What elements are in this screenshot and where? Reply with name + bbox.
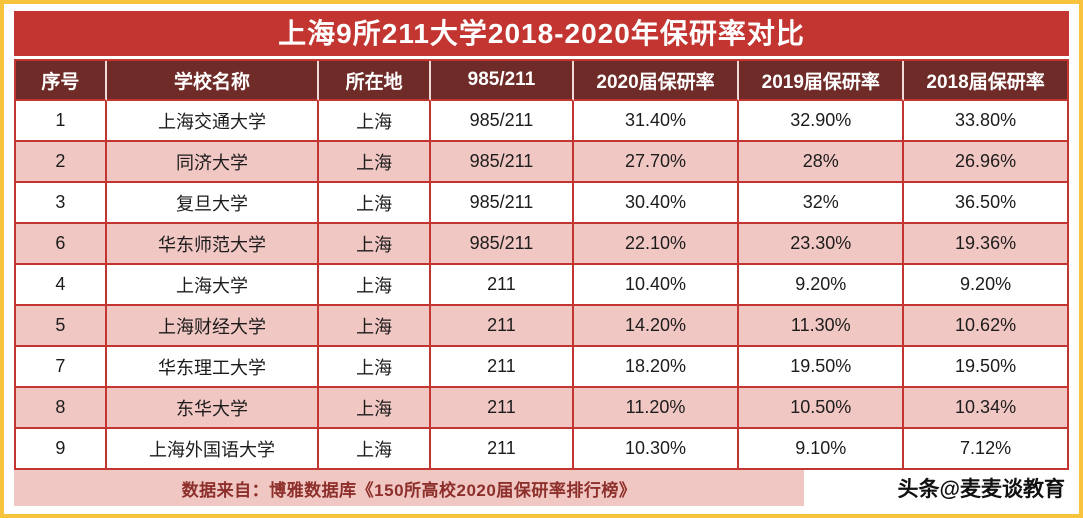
- table-cell: 3: [16, 183, 107, 224]
- page-title: 上海9所211大学2018-2020年保研率对比: [14, 11, 1069, 56]
- table-cell: 上海外国语大学: [106, 429, 320, 468]
- table-cell: 14.20%: [573, 306, 740, 347]
- footer-bar: 数据来自：博雅数据库《150所高校2020届保研率排行榜》 头条@麦麦谈教育: [14, 470, 1069, 506]
- table-cell: 4: [16, 265, 107, 306]
- table-cell: 5: [16, 306, 107, 347]
- table-cell: 36.50%: [904, 183, 1067, 224]
- table-cell: 7: [16, 347, 107, 388]
- table-cell: 10.30%: [573, 429, 740, 468]
- table-cell: 985/211: [431, 224, 574, 265]
- table-row: 8 东华大学 上海 211 11.20% 10.50% 10.34%: [16, 388, 1067, 429]
- table-cell: 30.40%: [573, 183, 740, 224]
- table-cell: 上海财经大学: [106, 306, 320, 347]
- table-cell: 9.10%: [739, 429, 905, 468]
- column-header: 学校名称: [106, 61, 320, 101]
- table-cell: 18.20%: [573, 347, 740, 388]
- table-row: 9 上海外国语大学 上海 211 10.30% 9.10% 7.12%: [16, 429, 1067, 468]
- table-cell: 东华大学: [106, 388, 320, 429]
- column-header: 985/211: [431, 61, 574, 101]
- table-cell: 211: [431, 429, 574, 468]
- table-cell: 32.90%: [739, 101, 905, 142]
- table-cell: 19.50%: [904, 347, 1067, 388]
- table-cell: 26.96%: [904, 142, 1067, 183]
- watermark-text: 头条@麦麦谈教育: [804, 470, 1069, 506]
- table-cell: 211: [431, 306, 574, 347]
- table-cell: 27.70%: [573, 142, 740, 183]
- table-cell: 19.50%: [739, 347, 905, 388]
- table-cell: 31.40%: [573, 101, 740, 142]
- table-cell: 上海: [319, 142, 432, 183]
- table-cell: 211: [431, 265, 574, 306]
- table-cell: 23.30%: [739, 224, 905, 265]
- table-row: 3 复旦大学 上海 985/211 30.40% 32% 36.50%: [16, 183, 1067, 224]
- table-row: 4 上海大学 上海 211 10.40% 9.20% 9.20%: [16, 265, 1067, 306]
- table-cell: 上海交通大学: [106, 101, 320, 142]
- table-cell: 上海: [319, 101, 432, 142]
- table-cell: 22.10%: [573, 224, 740, 265]
- table-cell: 11.20%: [573, 388, 740, 429]
- table-cell: 985/211: [431, 142, 574, 183]
- table-cell: 同济大学: [106, 142, 320, 183]
- table-cell: 上海: [319, 388, 432, 429]
- column-header: 序号: [16, 61, 107, 101]
- table-cell: 9.20%: [739, 265, 905, 306]
- infographic-page: 上海9所211大学2018-2020年保研率对比 序号 学校名称 所在地 985/21…: [14, 11, 1069, 509]
- table-head: 序号 学校名称 所在地 985/211 2020届保研率 2019届保研率 2018届保研率: [16, 61, 1067, 101]
- column-header: 2019届保研率: [739, 61, 905, 101]
- table-cell: 9: [16, 429, 107, 468]
- table-row: 6 华东师范大学 上海 985/211 22.10% 23.30% 19.36%: [16, 224, 1067, 265]
- table-row: 5 上海财经大学 上海 211 14.20% 11.30% 10.62%: [16, 306, 1067, 347]
- comparison-table: 序号 学校名称 所在地 985/211 2020届保研率 2019届保研率 2018届保研率…: [14, 59, 1069, 470]
- table-cell: 2: [16, 142, 107, 183]
- table-body: 1 上海交通大学 上海 985/211 31.40% 32.90% 33.80% 2 同济大学上…: [16, 101, 1067, 468]
- table-cell: 10.62%: [904, 306, 1067, 347]
- column-header: 2020届保研率: [573, 61, 740, 101]
- data-source-note: 数据来自：博雅数据库《150所高校2020届保研率排行榜》: [14, 470, 804, 506]
- table-row: 2 同济大学 上海 985/211 27.70% 28% 26.96%: [16, 142, 1067, 183]
- table-cell: 985/211: [431, 183, 574, 224]
- table-cell: 985/211: [431, 101, 574, 142]
- table-cell: 上海: [319, 224, 432, 265]
- table-cell: 8: [16, 388, 107, 429]
- table-cell: 11.30%: [739, 306, 905, 347]
- table-cell: 6: [16, 224, 107, 265]
- table-cell: 32%: [739, 183, 905, 224]
- table-cell: 7.12%: [904, 429, 1067, 468]
- table-cell: 33.80%: [904, 101, 1067, 142]
- table-row: 1 上海交通大学 上海 985/211 31.40% 32.90% 33.80%: [16, 101, 1067, 142]
- table-cell: 10.34%: [904, 388, 1067, 429]
- table-cell: 上海: [319, 347, 432, 388]
- table-cell: 10.50%: [739, 388, 905, 429]
- column-header: 所在地: [319, 61, 432, 101]
- table-cell: 上海: [319, 265, 432, 306]
- table-cell: 上海: [319, 429, 432, 468]
- table-cell: 28%: [739, 142, 905, 183]
- table-cell: 复旦大学: [106, 183, 320, 224]
- column-header: 2018届保研率: [904, 61, 1067, 101]
- table-cell: 9.20%: [904, 265, 1067, 306]
- table-cell: 211: [431, 347, 574, 388]
- header-row: 序号 学校名称 所在地 985/211 2020届保研率 2019届保研率 2018届保研率: [16, 61, 1067, 101]
- table-row: 7 华东理工大学 上海 211 18.20% 19.50% 19.50%: [16, 347, 1067, 388]
- table-cell: 华东师范大学: [106, 224, 320, 265]
- table-cell: 211: [431, 388, 574, 429]
- table-cell: 上海大学: [106, 265, 320, 306]
- table-cell: 1: [16, 101, 107, 142]
- table-cell: 华东理工大学: [106, 347, 320, 388]
- table-cell: 上海: [319, 306, 432, 347]
- table-cell: 10.40%: [573, 265, 740, 306]
- table-cell: 19.36%: [904, 224, 1067, 265]
- table-cell: 上海: [319, 183, 432, 224]
